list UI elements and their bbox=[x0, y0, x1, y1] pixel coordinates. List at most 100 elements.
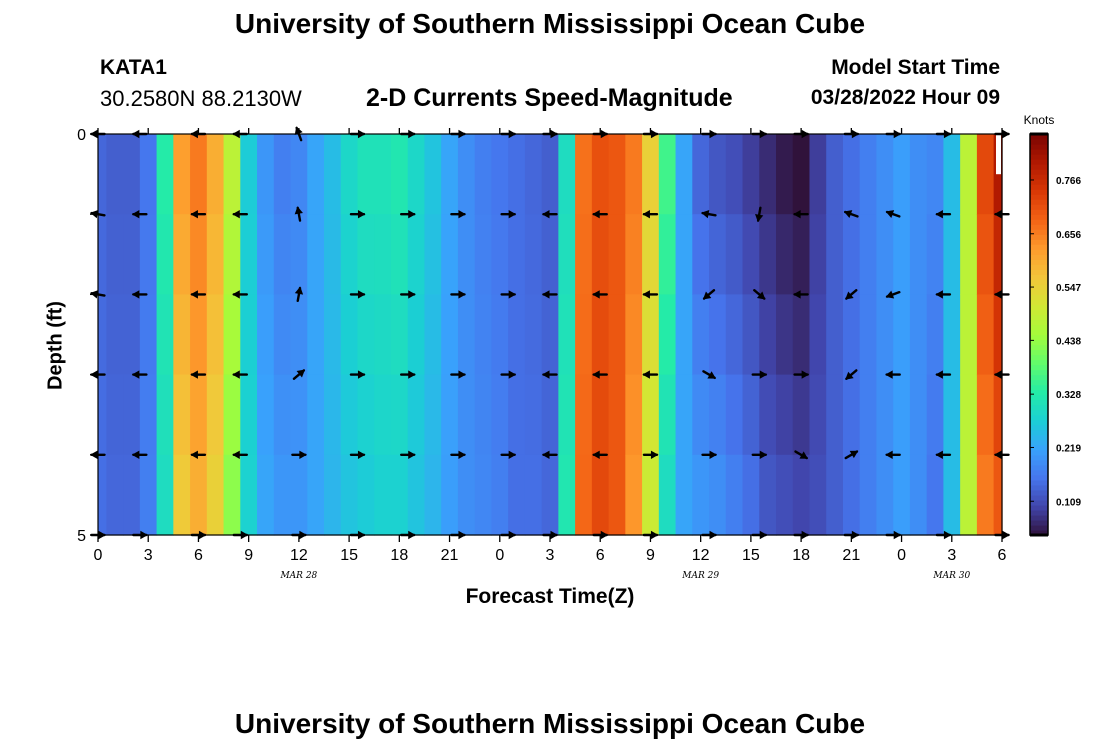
heatmap-cell bbox=[591, 214, 610, 295]
heatmap-cell bbox=[960, 214, 978, 295]
colorbar-segment bbox=[1030, 304, 1048, 311]
model-start-label: Model Start Time bbox=[831, 56, 1000, 79]
heatmap-cell bbox=[357, 134, 375, 215]
heatmap-cell bbox=[106, 454, 124, 536]
x-tick-label: 21 bbox=[842, 547, 860, 564]
current-arrow-head bbox=[232, 210, 240, 219]
current-arrow-head bbox=[793, 290, 801, 299]
heatmap-cell bbox=[206, 374, 225, 456]
colorbar-segment bbox=[1030, 404, 1048, 411]
current-arrow-head bbox=[408, 370, 416, 379]
heatmap-cell bbox=[943, 214, 961, 295]
current-arrow bbox=[232, 290, 248, 299]
heatmap-cell bbox=[541, 134, 559, 215]
current-arrow-head bbox=[408, 210, 416, 219]
heatmap-cell bbox=[474, 454, 493, 536]
heatmap-cell bbox=[307, 454, 325, 536]
colorbar-segment bbox=[1030, 449, 1048, 456]
heatmap-cell bbox=[173, 214, 191, 295]
heatmap-cell bbox=[374, 454, 392, 536]
heatmap-cell bbox=[106, 294, 124, 376]
colorbar-segment bbox=[1030, 239, 1048, 245]
heatmap-cell bbox=[424, 294, 442, 376]
heatmap-cell bbox=[240, 294, 258, 376]
heatmap-cell bbox=[675, 454, 693, 536]
x-tick-label: 0 bbox=[897, 547, 906, 564]
heatmap-cell bbox=[993, 134, 1003, 215]
colorbar-segment bbox=[1030, 209, 1048, 215]
heatmap-cell bbox=[98, 214, 107, 295]
date-label: MAR 28 bbox=[279, 571, 317, 581]
heatmap-cell bbox=[390, 294, 409, 376]
heatmap-cell bbox=[591, 294, 610, 376]
heatmap-cell bbox=[307, 374, 325, 456]
x-axis-label: Forecast Time(Z) bbox=[465, 585, 635, 608]
current-arrow bbox=[642, 450, 659, 459]
current-arrow-head bbox=[592, 450, 600, 459]
heatmap-cell bbox=[206, 134, 225, 215]
colorbar-segment bbox=[1030, 409, 1048, 416]
heatmap-cell bbox=[340, 294, 359, 376]
heatmap-cell bbox=[608, 134, 626, 215]
heatmap-cell bbox=[508, 214, 526, 295]
x-tick-label: 15 bbox=[742, 547, 760, 564]
x-tick-label: 9 bbox=[244, 547, 253, 564]
heatmap-cell bbox=[491, 374, 509, 456]
heatmap-cell bbox=[776, 214, 794, 295]
current-arrow bbox=[935, 290, 952, 299]
heatmap-cell bbox=[240, 454, 258, 536]
current-arrow-head bbox=[885, 210, 895, 218]
heatmap-cell bbox=[642, 374, 660, 456]
model-start-value: 03/28/2022 Hour 09 bbox=[810, 86, 1000, 109]
current-arrow-head bbox=[642, 370, 650, 379]
heatmap-cell bbox=[240, 214, 258, 295]
heatmap-cell bbox=[976, 374, 995, 456]
heatmap-cell bbox=[374, 294, 392, 376]
heatmap-cell bbox=[909, 454, 928, 536]
heatmap-cell bbox=[123, 454, 141, 536]
heatmap-cell bbox=[926, 134, 945, 215]
colorbar-segment bbox=[1030, 379, 1048, 386]
current-arrow bbox=[542, 210, 558, 219]
heatmap-cell bbox=[742, 134, 760, 215]
heatmap-gap bbox=[996, 134, 1001, 175]
x-tick-label: 6 bbox=[194, 547, 203, 564]
heatmap-cell bbox=[625, 134, 643, 215]
heatmap-cell bbox=[307, 294, 325, 376]
current-arrow-head bbox=[190, 450, 198, 459]
colorbar-segment bbox=[1030, 334, 1048, 341]
heatmap-cell bbox=[156, 134, 174, 215]
current-arrow bbox=[349, 290, 366, 299]
heatmap-cell bbox=[257, 454, 275, 536]
colorbar-segment bbox=[1030, 144, 1048, 150]
heatmap-cell bbox=[909, 214, 928, 295]
current-arrow bbox=[642, 370, 659, 379]
heatmap-cell bbox=[441, 214, 459, 295]
current-arrow-head bbox=[849, 450, 859, 459]
colorbar-segment bbox=[1030, 224, 1048, 230]
current-arrow-head bbox=[357, 450, 366, 459]
heatmap-cell bbox=[658, 294, 677, 376]
heatmap-cell bbox=[190, 134, 208, 215]
heatmap-cell bbox=[642, 134, 660, 215]
x-tick-label: 3 bbox=[947, 547, 956, 564]
heatmap-cell bbox=[859, 214, 878, 295]
x-tick-label: 0 bbox=[495, 547, 504, 564]
colorbar-segment bbox=[1030, 504, 1048, 511]
heatmap-cell bbox=[575, 214, 593, 295]
heatmap-cell bbox=[826, 214, 844, 295]
colorbar-segment bbox=[1030, 279, 1048, 285]
x-tick-label: 6 bbox=[596, 547, 605, 564]
heatmap-cell bbox=[976, 214, 995, 295]
heatmap-cell bbox=[407, 374, 426, 456]
heatmap-cell bbox=[508, 294, 526, 376]
heatmap-cell bbox=[374, 374, 392, 456]
heatmap-cell bbox=[826, 454, 844, 536]
colorbar-segment bbox=[1030, 249, 1048, 255]
heatmap-cell bbox=[993, 294, 1003, 376]
current-arrow-head bbox=[131, 210, 140, 219]
heatmap-cell bbox=[340, 454, 359, 536]
colorbar: Knots 0.109 0.219 0.328 0.438 0.547 0.656 0.766 bbox=[1024, 113, 1081, 537]
heatmap-cell bbox=[457, 134, 476, 215]
heatmap-cell bbox=[675, 374, 693, 456]
